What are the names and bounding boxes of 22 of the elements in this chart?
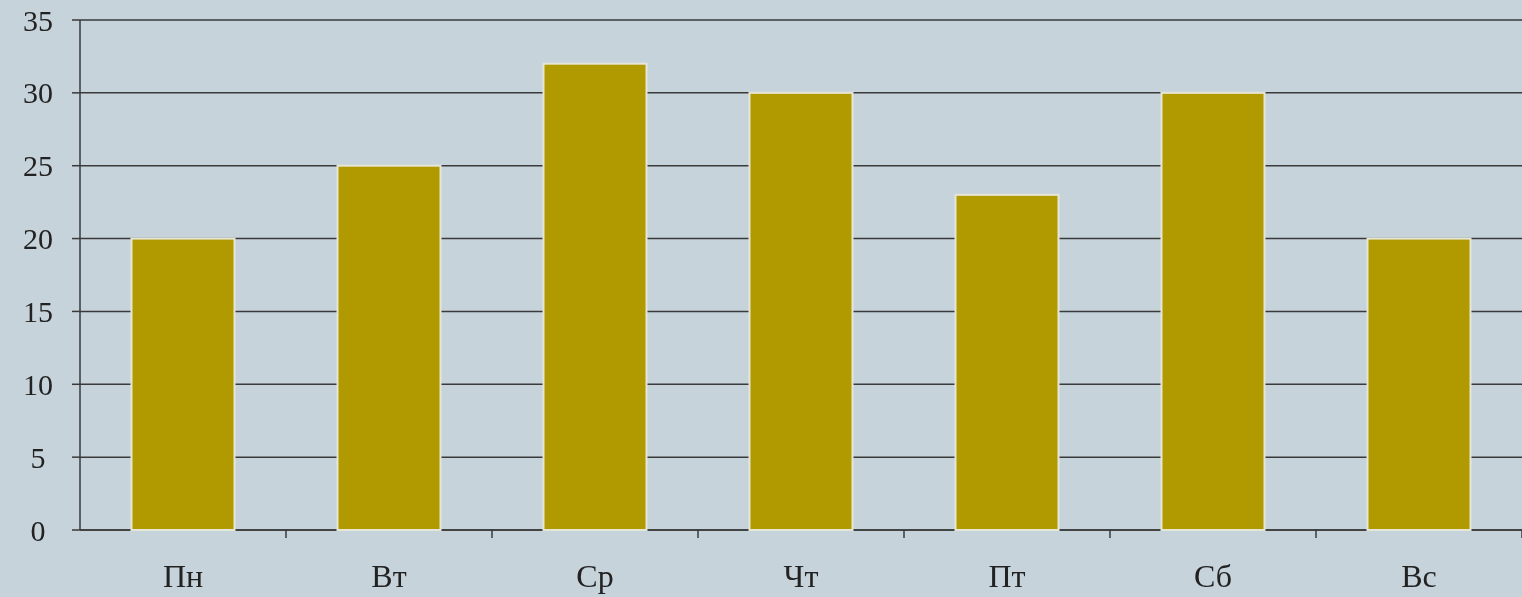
x-tick-label: Ср: [576, 558, 614, 594]
x-tick-label: Сб: [1193, 558, 1233, 594]
y-tick-label: 30: [23, 76, 53, 110]
y-tick-label: 15: [23, 294, 53, 328]
bar: [748, 91, 854, 531]
y-tick-label: 10: [23, 367, 53, 401]
x-tick-label: Вт: [371, 558, 407, 594]
bar: [1160, 91, 1266, 531]
y-tick-label: 0: [30, 513, 46, 547]
y-tick-label: 25: [23, 149, 53, 183]
x-tick-label: Вс: [1401, 558, 1437, 594]
bar: [954, 193, 1060, 531]
y-tick-label: 35: [23, 3, 53, 37]
bar: [130, 237, 236, 531]
x-tick-label: Пт: [988, 558, 1026, 594]
bar: [542, 62, 648, 531]
bar: [1366, 237, 1472, 531]
y-tick-label: 5: [30, 440, 46, 474]
x-tick-label: Чт: [783, 558, 819, 594]
x-tick-label: Пн: [162, 558, 204, 594]
bar: [336, 164, 442, 531]
y-tick-label: 20: [23, 222, 53, 256]
